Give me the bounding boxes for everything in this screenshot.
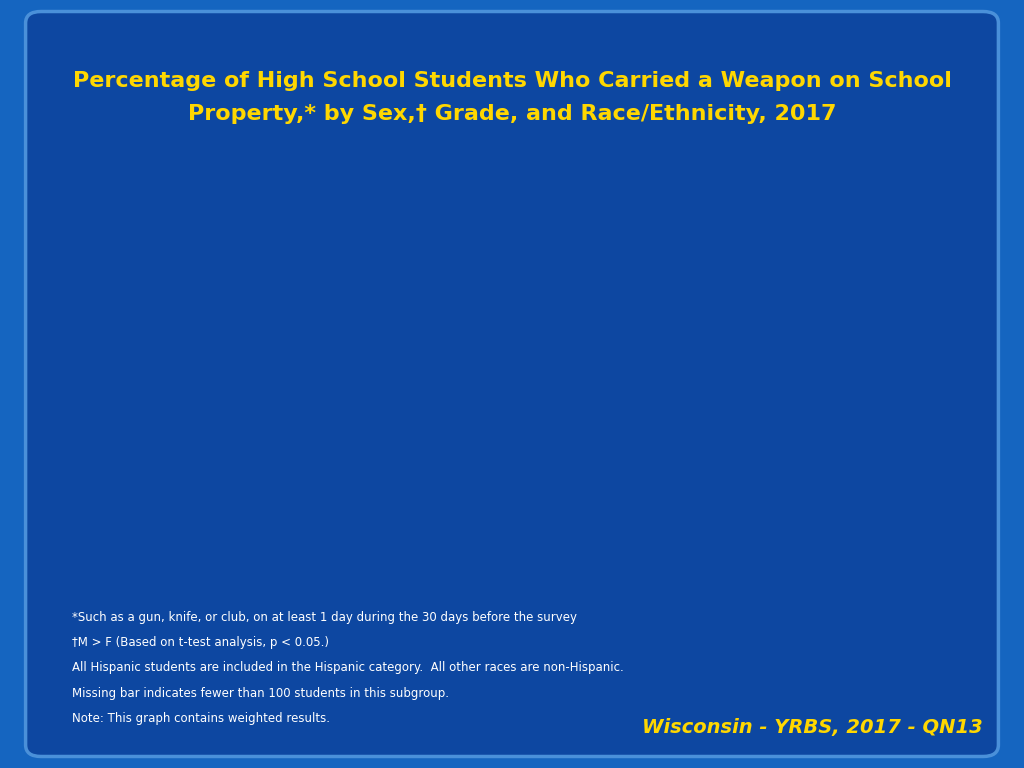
Text: 5.2: 5.2 xyxy=(137,548,162,561)
Text: Percentage of High School Students Who Carried a Weapon on School: Percentage of High School Students Who C… xyxy=(73,71,951,91)
Text: All Hispanic students are included in the Hispanic category.  All other races ar: All Hispanic students are included in th… xyxy=(72,661,624,674)
Bar xyxy=(473,563,516,584)
Text: †M > F (Based on t-test analysis, p < 0.05.): †M > F (Based on t-test analysis, p < 0.… xyxy=(72,636,329,649)
Text: 3.8: 3.8 xyxy=(770,553,795,567)
Text: 4.2: 4.2 xyxy=(425,551,450,565)
Bar xyxy=(416,568,459,584)
Text: 8.2: 8.2 xyxy=(827,536,852,551)
Text: Wisconsin - YRBS, 2017 - QN13: Wisconsin - YRBS, 2017 - QN13 xyxy=(642,718,983,737)
Bar xyxy=(530,568,573,584)
Text: Note: This graph contains weighted results.: Note: This graph contains weighted resul… xyxy=(72,712,330,725)
Bar xyxy=(818,554,861,584)
Bar xyxy=(300,571,344,584)
Text: 4.3: 4.3 xyxy=(885,551,909,564)
Text: 5.6: 5.6 xyxy=(482,546,507,560)
Y-axis label: Percent: Percent xyxy=(29,348,47,420)
Bar xyxy=(243,559,286,584)
Bar xyxy=(588,562,631,584)
Text: *Such as a gun, knife, or club, on at least 1 day during the 30 days before the : *Such as a gun, knife, or club, on at le… xyxy=(72,611,577,624)
Text: 4.1: 4.1 xyxy=(540,551,564,565)
Text: Property,* by Sex,† Grade, and Race/Ethnicity, 2017: Property,* by Sex,† Grade, and Race/Ethn… xyxy=(187,104,837,124)
Text: 3.5: 3.5 xyxy=(309,554,335,568)
Bar xyxy=(876,568,919,584)
Bar xyxy=(128,564,171,584)
Bar xyxy=(760,570,804,584)
Text: Missing bar indicates fewer than 100 students in this subgroup.: Missing bar indicates fewer than 100 stu… xyxy=(72,687,449,700)
Text: 5.9: 5.9 xyxy=(597,545,622,559)
Text: 6.6: 6.6 xyxy=(252,542,276,556)
